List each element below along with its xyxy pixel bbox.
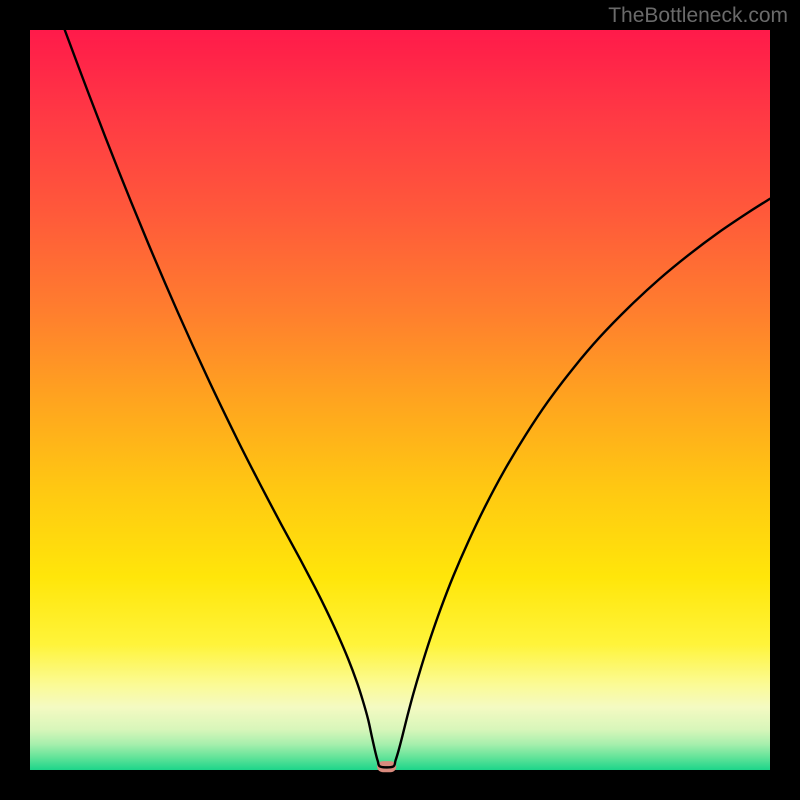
bottleneck-chart [0,0,800,800]
plot-background [30,30,770,770]
watermark-text: TheBottleneck.com [608,4,788,28]
